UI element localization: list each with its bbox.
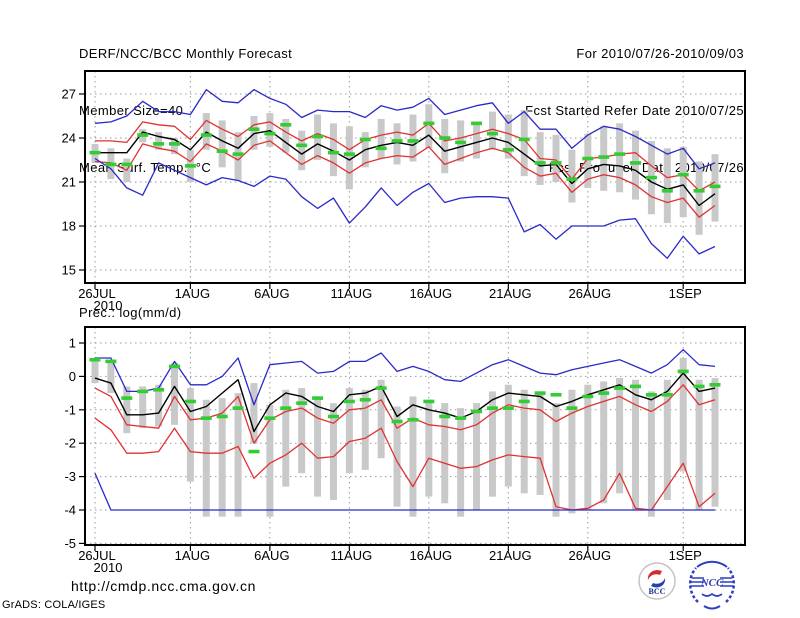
grads-credit-text: GrADS: COLA/IGES	[2, 599, 106, 611]
bcc-logo-ring	[638, 562, 676, 600]
bcc-logo-blue-swirl	[651, 578, 666, 588]
svg-text:21AUG: 21AUG	[489, 548, 532, 563]
svg-text:1: 1	[69, 336, 76, 351]
svg-text:26JUL: 26JUL	[78, 286, 116, 301]
svg-text:-1: -1	[64, 402, 76, 417]
svg-text:24: 24	[62, 131, 76, 146]
svg-text:1SEP: 1SEP	[669, 548, 702, 563]
bcc-logo-label: BCC	[649, 587, 666, 596]
svg-text:11AUG: 11AUG	[331, 548, 373, 563]
source-url-text: http://cmdp.ncc.cma.gov.cn	[71, 578, 256, 594]
svg-text:1AUG: 1AUG	[175, 286, 210, 301]
svg-text:1AUG: 1AUG	[175, 548, 210, 563]
svg-text:0: 0	[69, 369, 76, 384]
svg-text:27: 27	[62, 87, 76, 102]
svg-text:15: 15	[62, 263, 76, 278]
ncc-logo: NCC	[689, 560, 735, 610]
ncc-logo-wreath	[689, 560, 735, 610]
svg-text:21AUG: 21AUG	[489, 286, 532, 301]
bcc-logo-red-swirl	[647, 570, 662, 580]
svg-text:-5: -5	[64, 536, 76, 551]
forecast-range-label: For 2010/07/26-2010/09/03	[576, 46, 744, 61]
precipitation-chart-title: Prec.: log(mm/d)	[79, 305, 182, 320]
svg-text:-2: -2	[64, 436, 76, 451]
svg-text:26AUG: 26AUG	[569, 548, 612, 563]
page-title: DERF/NCC/BCC Monthly Forecast	[79, 46, 293, 61]
svg-text:16AUG: 16AUG	[410, 548, 453, 563]
refer-date-label: Fcst Started Refer Date 2010/07/25	[525, 103, 744, 118]
svg-text:16AUG: 16AUG	[410, 286, 453, 301]
svg-text:-3: -3	[64, 469, 76, 484]
svg-text:18: 18	[62, 219, 76, 234]
ncc-logo-label: NCC	[700, 577, 724, 589]
svg-text:6AUG: 6AUG	[254, 286, 289, 301]
svg-text:11AUG: 11AUG	[331, 286, 373, 301]
svg-text:2010: 2010	[94, 560, 123, 575]
bcc-logo: BCC	[638, 562, 676, 600]
svg-text:1SEP: 1SEP	[669, 286, 702, 301]
svg-text:26JUL: 26JUL	[78, 548, 116, 563]
svg-text:2010: 2010	[94, 298, 123, 313]
svg-text:21: 21	[62, 175, 76, 190]
svg-text:-4: -4	[64, 503, 76, 518]
svg-text:26AUG: 26AUG	[569, 286, 612, 301]
svg-text:6AUG: 6AUG	[254, 548, 289, 563]
